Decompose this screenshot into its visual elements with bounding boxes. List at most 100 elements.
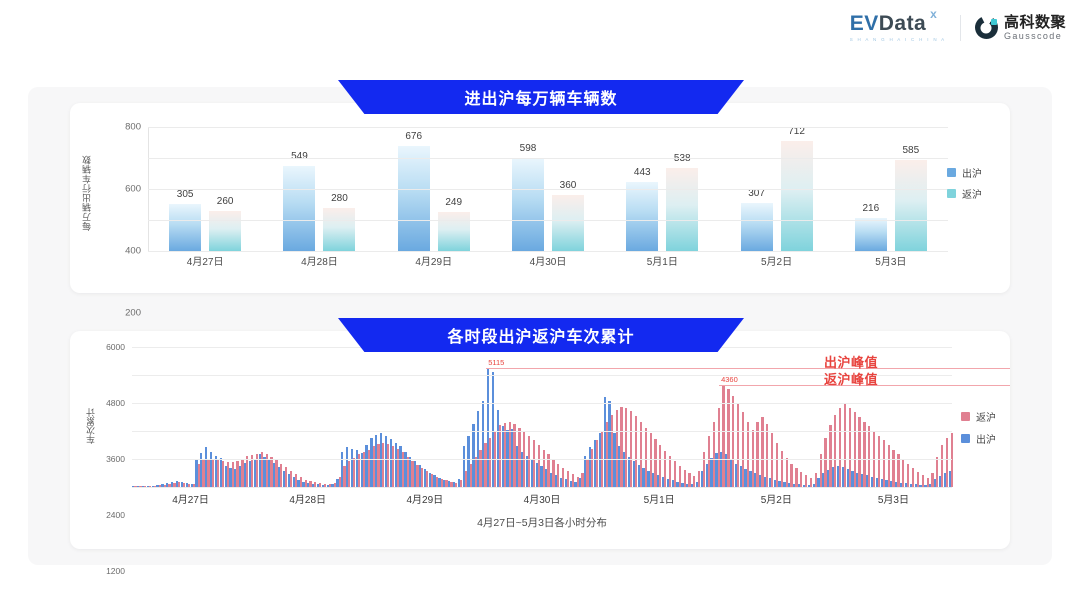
chart2-hour-slot[interactable]: [496, 347, 502, 487]
chart2-hour-slot[interactable]: [151, 347, 157, 487]
chart2-hour-slot[interactable]: [822, 347, 827, 487]
chart2-hour-slot[interactable]: [418, 347, 424, 487]
chart2-hour-slot[interactable]: [627, 347, 633, 487]
chart2-hour-slot[interactable]: [311, 347, 317, 487]
chart2-hour-slot[interactable]: [321, 347, 327, 487]
chart2-hour-slot[interactable]: [433, 347, 438, 487]
chart2-hour-slot[interactable]: [846, 347, 851, 487]
chart2-hour-slot[interactable]: [807, 347, 813, 487]
chart2-hour-slot[interactable]: [637, 347, 643, 487]
chart1-bar[interactable]: 305: [169, 189, 202, 251]
chart2-hour-slot[interactable]: [273, 347, 278, 487]
chart2-hour-slot[interactable]: [676, 347, 681, 487]
chart2-hour-slot[interactable]: [715, 347, 720, 487]
chart2-hour-slot[interactable]: [399, 347, 404, 487]
chart2-hour-slot[interactable]: [657, 347, 662, 487]
chart2-hour-slot[interactable]: [166, 347, 171, 487]
chart1-bar[interactable]: 585: [894, 145, 927, 251]
chart2-hour-slot[interactable]: [559, 347, 565, 487]
chart2-hour-slot[interactable]: [608, 347, 613, 487]
chart2-hour-slot[interactable]: [307, 347, 312, 487]
chart2-hour-slot[interactable]: [924, 347, 929, 487]
chart2-hour-slot[interactable]: [720, 347, 725, 487]
chart2-hour-slot[interactable]: [146, 347, 152, 487]
chart2-hour-slot[interactable]: [797, 347, 803, 487]
chart2-hour-slot[interactable]: [482, 347, 487, 487]
chart2-hour-slot[interactable]: [943, 347, 949, 487]
chart1-bar[interactable]: 280: [323, 193, 356, 251]
chart2-hour-slot[interactable]: [831, 347, 837, 487]
chart2-hour-slot[interactable]: [909, 347, 915, 487]
chart2-hour-slot[interactable]: [914, 347, 920, 487]
chart2-hour-slot[interactable]: [841, 347, 847, 487]
chart2-hour-slot[interactable]: [200, 347, 205, 487]
chart2-hour-slot[interactable]: [248, 347, 254, 487]
chart2-hour-slot[interactable]: [613, 347, 618, 487]
chart2-hour-slot[interactable]: [380, 347, 385, 487]
chart2-hour-slot[interactable]: [229, 347, 234, 487]
chart2-hour-slot[interactable]: [554, 347, 560, 487]
chart2-hour-slot[interactable]: [195, 347, 200, 487]
chart2-hour-slot[interactable]: [350, 347, 356, 487]
chart2-hour-slot[interactable]: [865, 347, 871, 487]
chart2-hour-slot[interactable]: [423, 347, 429, 487]
chart2-hour-slot[interactable]: [642, 347, 647, 487]
chart2-hour-slot[interactable]: [550, 347, 555, 487]
chart2-hour-slot[interactable]: [394, 347, 400, 487]
chart2-hour-slot[interactable]: [919, 347, 924, 487]
chart2-hour-slot[interactable]: [710, 347, 715, 487]
chart2-hour-slot[interactable]: [443, 347, 448, 487]
chart2-hour-slot[interactable]: [501, 347, 506, 487]
chart2-hour-slot[interactable]: [389, 347, 395, 487]
chart2-hour-slot[interactable]: [895, 347, 900, 487]
chart2-hour-slot[interactable]: [778, 347, 783, 487]
chart2-hour-slot[interactable]: [511, 347, 516, 487]
chart2-hour-slot[interactable]: [933, 347, 939, 487]
chart1-legend-item[interactable]: 返沪: [947, 186, 982, 201]
chart2-hour-slot[interactable]: [409, 347, 414, 487]
chart2-hour-slot[interactable]: [661, 347, 667, 487]
chart2-hour-slot[interactable]: [729, 347, 735, 487]
chart2-hour-slot[interactable]: [404, 347, 409, 487]
chart2-hour-slot[interactable]: [773, 347, 779, 487]
chart2-hour-slot[interactable]: [739, 347, 745, 487]
chart2-hour-slot[interactable]: [282, 347, 288, 487]
chart2-hour-slot[interactable]: [754, 347, 759, 487]
chart2-hour-slot[interactable]: [535, 347, 540, 487]
chart2-hour-slot[interactable]: [802, 347, 808, 487]
chart2-hour-slot[interactable]: [457, 347, 463, 487]
chart2-hour-slot[interactable]: [861, 347, 866, 487]
chart2-hour-slot[interactable]: [355, 347, 361, 487]
chart2-hour-slot[interactable]: [618, 347, 623, 487]
chart2-hour-slot[interactable]: [691, 347, 696, 487]
chart2-hour-slot[interactable]: [287, 347, 293, 487]
chart1-bar[interactable]: 307: [740, 188, 773, 251]
chart2-hour-slot[interactable]: [277, 347, 283, 487]
chart2-hour-slot[interactable]: [438, 347, 443, 487]
chart2-hour-slot[interactable]: [452, 347, 458, 487]
chart2-hour-slot[interactable]: [579, 347, 584, 487]
chart2-hour-slot[interactable]: [686, 347, 691, 487]
chart2-hour-slot[interactable]: [234, 347, 239, 487]
chart2-hour-slot[interactable]: [768, 347, 774, 487]
chart2-hour-slot[interactable]: [564, 347, 570, 487]
chart1-bar[interactable]: 443: [626, 167, 659, 251]
chart2-hour-slot[interactable]: [302, 347, 307, 487]
chart2-hour-slot[interactable]: [584, 347, 589, 487]
chart2-hour-slot[interactable]: [214, 347, 220, 487]
chart2-hour-slot[interactable]: [428, 347, 434, 487]
chart2-hour-slot[interactable]: [899, 347, 905, 487]
chart2-hour-slot[interactable]: [370, 347, 375, 487]
chart2-hour-slot[interactable]: [793, 347, 798, 487]
chart2-hour-slot[interactable]: [530, 347, 536, 487]
chart2-hour-slot[interactable]: [763, 347, 769, 487]
chart2-legend-item[interactable]: 出沪: [961, 431, 996, 446]
chart2-hour-slot[interactable]: [326, 347, 332, 487]
chart2-hour-slot[interactable]: [239, 347, 244, 487]
chart2-hour-slot[interactable]: [734, 347, 740, 487]
chart2-hour-slot[interactable]: [671, 347, 677, 487]
chart2-hour-slot[interactable]: [938, 347, 944, 487]
chart2-hour-slot[interactable]: [205, 347, 210, 487]
chart2-hour-slot[interactable]: [253, 347, 259, 487]
chart2-hour-slot[interactable]: [506, 347, 511, 487]
